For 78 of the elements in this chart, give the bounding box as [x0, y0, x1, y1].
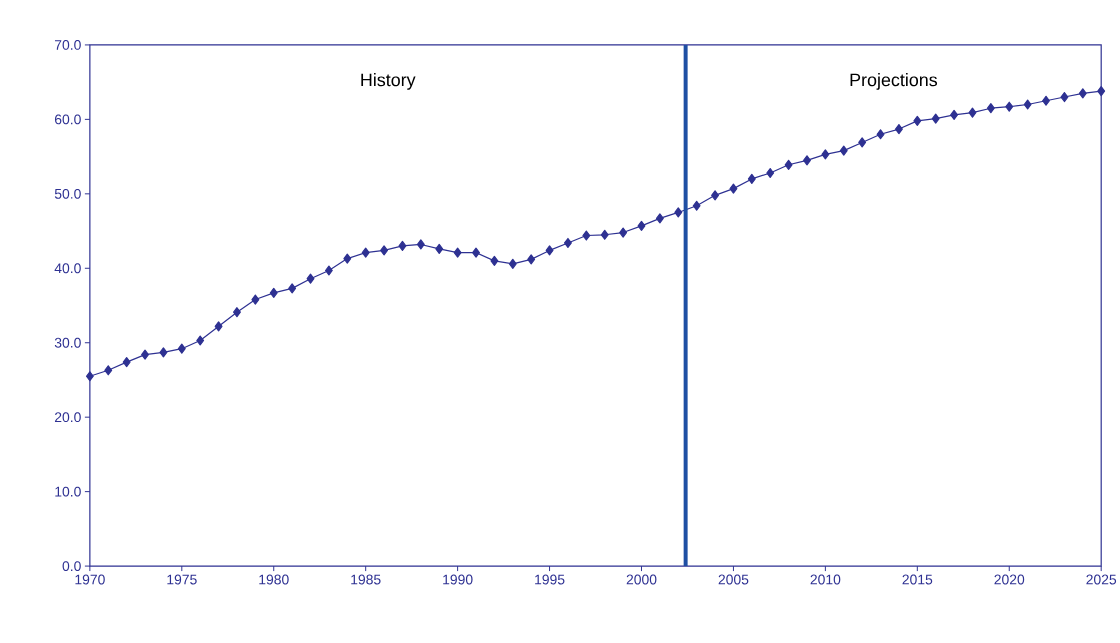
point: [1042, 95, 1050, 106]
x-tick-label: 1985: [351, 574, 381, 585]
point: [85, 371, 94, 382]
annotation: History: [361, 73, 416, 90]
point: [563, 237, 572, 249]
point: [876, 129, 885, 140]
y-tick-label: 70.0: [54, 40, 81, 50]
point: [159, 347, 168, 358]
x-tick-label: 1970: [75, 574, 105, 585]
point: [251, 294, 260, 305]
point: [582, 230, 591, 241]
y-tick-label: 40.0: [54, 263, 81, 274]
x-tick-label: 2005: [718, 574, 749, 585]
point: [692, 200, 701, 211]
point: [416, 239, 425, 250]
point: [177, 343, 186, 354]
x-tick-label: 2010: [810, 574, 841, 585]
point: [380, 245, 389, 256]
point: [122, 357, 131, 368]
point: [600, 229, 609, 240]
x-tick-label: 1995: [535, 574, 565, 585]
point: [839, 145, 848, 156]
point: [1023, 99, 1032, 110]
point: [1060, 91, 1069, 103]
point: [619, 227, 628, 238]
point: [655, 213, 664, 224]
point: [674, 207, 683, 218]
x-tick-label: 2020: [994, 574, 1025, 585]
y-tick-label: 0.0: [62, 561, 81, 572]
point: [747, 173, 756, 185]
y-tick-label: 50.0: [54, 188, 81, 199]
annotation: Projections: [850, 73, 938, 90]
point: [453, 247, 462, 258]
point: [784, 159, 793, 170]
point: [490, 255, 499, 266]
point: [233, 307, 241, 318]
point: [527, 254, 536, 265]
point: [803, 155, 811, 166]
point: [545, 245, 554, 256]
point: [1078, 88, 1087, 99]
point: [913, 115, 922, 126]
x-tick-label: 2025: [1086, 574, 1117, 585]
point: [435, 243, 444, 255]
point: [1005, 101, 1014, 112]
y-tick-label: 20.0: [54, 412, 81, 423]
x-tick-label: 1990: [443, 574, 473, 585]
point: [821, 149, 830, 160]
y-tick-label: 30.0: [54, 337, 81, 348]
point: [269, 287, 278, 298]
point: [306, 273, 315, 284]
point: [894, 124, 903, 135]
point: [711, 190, 720, 201]
point: [637, 220, 646, 231]
point: [766, 167, 775, 179]
point: [398, 240, 407, 252]
point: [288, 283, 297, 294]
point: [729, 183, 738, 194]
point: [986, 103, 995, 114]
point: [343, 253, 352, 264]
y-tick-label: 10.0: [55, 486, 81, 497]
point: [508, 258, 517, 269]
point: [324, 265, 333, 276]
point: [361, 247, 370, 258]
x-tick-label: 2015: [902, 574, 933, 585]
x-tick-label: 2000: [626, 574, 657, 585]
point: [472, 247, 480, 258]
point: [1097, 86, 1106, 97]
x-tick-label: 1975: [167, 574, 197, 585]
point: [931, 113, 940, 124]
point: [214, 321, 223, 332]
point: [104, 365, 113, 376]
point: [858, 137, 867, 148]
point: [968, 107, 977, 118]
point: [950, 109, 959, 120]
y-tick-label: 60.0: [54, 114, 81, 125]
point: [141, 349, 149, 360]
x-tick-label: 1980: [259, 574, 289, 585]
point: [196, 335, 205, 346]
